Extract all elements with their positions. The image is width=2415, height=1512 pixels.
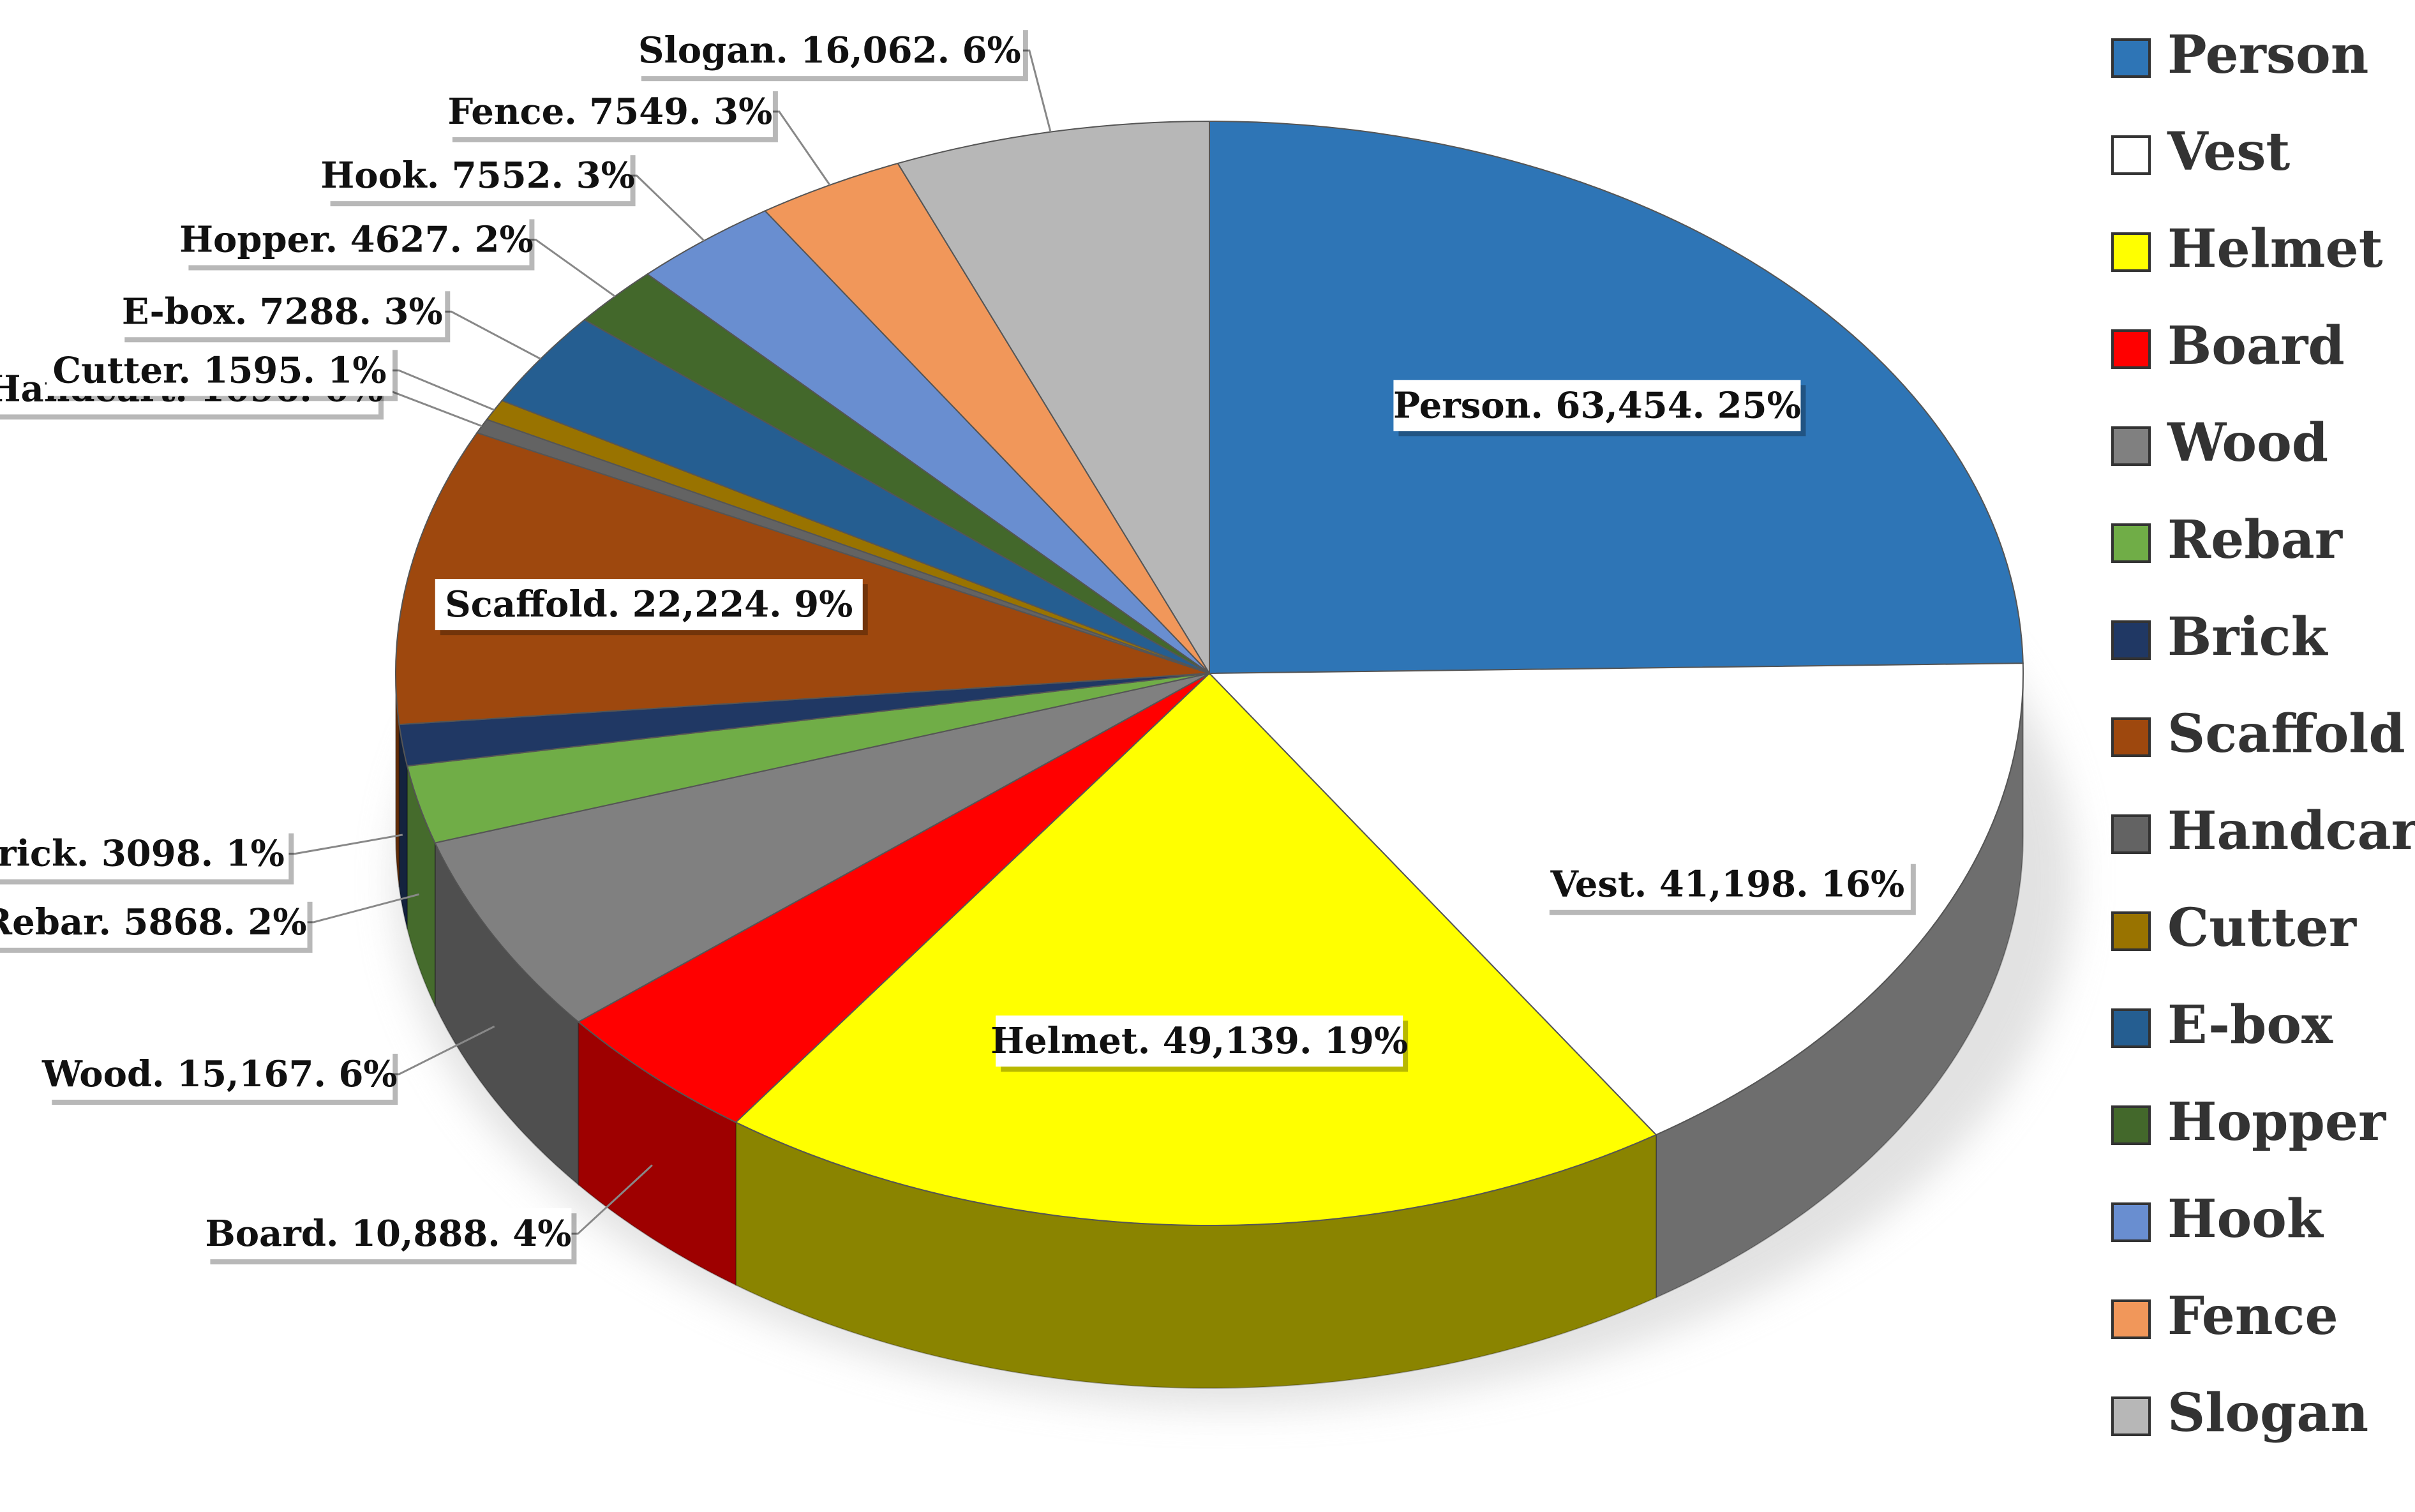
legend-swatch-brick [2111,620,2151,660]
data-labels: Person. 63,454. 25% Vest. 41,198. 16% Helm… [0,25,1916,1265]
data-label-box-helmet [996,1015,1403,1067]
data-label-board: Board. 10,888. 4% [205,1213,571,1255]
legend-swatch-hopper [2111,1105,2151,1145]
legend: Person Vest Helmet Board Wood Rebar Brick Scaff… [2111,24,2415,1444]
data-label-box-wood [47,1049,393,1100]
legend-swatch-fence [2111,1299,2151,1339]
pie-slice-slogan [897,120,1210,676]
data-label-box-scaffold [435,579,863,631]
data-label-box-cutter [47,345,393,396]
leader-line-hook [630,174,705,242]
legend-swatch-scaffold [2111,717,2151,757]
legend-label-brick: Brick [2167,606,2329,668]
leader-line-e-box [445,310,541,360]
data-label-box-brick [0,828,289,880]
legend-swatch-handcart [2111,814,2151,854]
legend-label-handcart: Handcart [2167,800,2415,862]
leader-line-rebar [307,893,420,924]
legend-label-cutter: Cutter [2167,897,2358,959]
legend-swatch-helmet [2111,232,2151,272]
leader-line-hopper [529,239,616,297]
legend-swatch-person [2111,38,2151,78]
legend-swatch-slogan [2111,1396,2151,1436]
leader-line-fence [772,110,831,186]
pie-top-faces [395,120,2024,1226]
leader-line-wood [393,1025,495,1075]
data-label-e-box: E-box. 7288. 3% [122,290,443,333]
legend-label-slogan: Slogan [2167,1382,2368,1444]
leader-line-board [571,1164,653,1235]
data-label-box-hopper [183,214,530,266]
data-label-box-vest [1544,858,1911,910]
data-label-box-slogan [636,25,1023,77]
leader-line-slogan [1022,49,1052,133]
legend-label-scaffold: Scaffold [2167,703,2405,765]
legend-label-e-box: E-box [2167,994,2333,1056]
data-label-box-rebar [0,896,308,948]
legend-swatch-board [2111,329,2151,369]
leader-line-brick [288,834,403,855]
data-label-helmet: Helmet. 49,139. 19% [991,1020,1408,1062]
pie-slice-scaffold [395,431,1210,726]
legend-label-vest: Vest [2167,121,2290,183]
legend-label-fence: Fence [2167,1285,2338,1347]
data-label-cutter: Cutter. 1595. 1% [53,349,387,391]
legend-swatch-hook [2111,1202,2151,1242]
legend-label-hopper: Hopper [2167,1091,2387,1153]
data-label-box-person [1393,380,1801,431]
data-label-box-board [205,1208,572,1260]
data-label-box-hook [325,150,631,202]
legend-label-person: Person [2167,24,2368,86]
data-label-fence: Fence. 7549. 3% [448,91,773,133]
data-label-rebar: Rebar. 5868. 2% [0,901,307,943]
legend-swatch-vest [2111,135,2151,175]
pie-slice-helmet [735,672,1657,1226]
legend-swatch-rebar [2111,523,2151,563]
legend-label-helmet: Helmet [2167,218,2383,280]
data-label-hopper: Hopper. 4627. 2% [179,219,534,261]
data-label-hook: Hook. 7552. 3% [320,154,634,197]
data-label-slogan: Slogan. 16,062. 6% [638,29,1021,71]
legend-swatch-wood [2111,426,2151,466]
legend-label-wood: Wood [2167,412,2328,474]
data-label-box-fence [447,86,773,137]
legend-label-rebar: Rebar [2167,509,2344,571]
pie-slice-wood [434,673,1210,1023]
legend-swatch-cutter [2111,911,2151,951]
data-label-scaffold: Scaffold. 22,224. 9% [445,583,853,625]
legend-label-board: Board [2167,315,2345,377]
leader-line-cutter [393,369,495,411]
data-label-vest: Vest. 41,198. 16% [1550,864,1904,906]
data-label-brick: Brick. 3098. 1% [0,833,285,875]
data-label-person: Person. 63,454. 25% [1393,384,1801,426]
legend-swatch-e-box [2111,1008,2151,1048]
pie-side-walls [395,673,2024,1389]
pie-slice-board [577,673,1210,1123]
data-label-box-e-box [119,286,445,338]
data-label-wood: Wood. 15,167. 6% [41,1053,398,1095]
legend-label-hook: Hook [2167,1188,2324,1250]
